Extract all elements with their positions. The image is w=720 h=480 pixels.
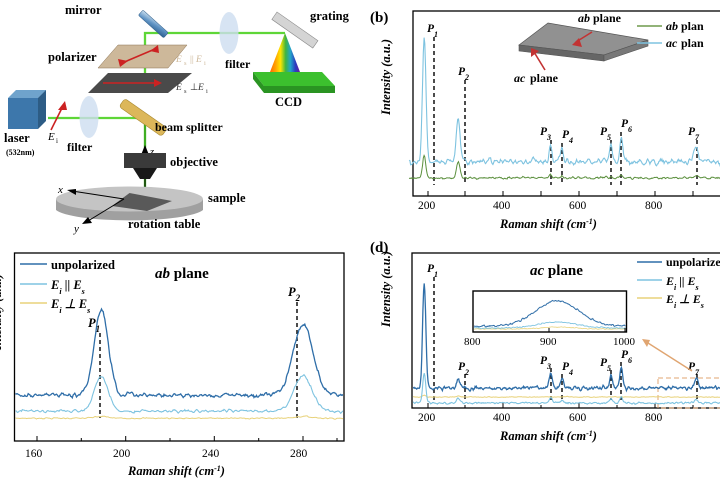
svg-text:y: y <box>73 223 79 235</box>
svg-text:s: s <box>184 88 187 95</box>
svg-text:Ei || Es: Ei || Es <box>50 278 85 296</box>
svg-text:(b): (b) <box>370 10 388 26</box>
svg-text:E: E <box>47 131 55 143</box>
svg-text:P2: P2 <box>458 361 469 377</box>
svg-text:P5: P5 <box>600 357 611 373</box>
svg-text:P4: P4 <box>562 361 573 377</box>
svg-text:i: i <box>206 88 208 95</box>
svg-text:ab: ab <box>578 11 590 25</box>
svg-text:400: 400 <box>493 412 511 424</box>
svg-text:Raman shift (cm-1): Raman shift (cm-1) <box>127 464 225 479</box>
svg-text:Ei ⊥ Es: Ei ⊥ Es <box>50 297 90 315</box>
svg-text:280: 280 <box>290 448 308 460</box>
svg-text:P6: P6 <box>621 349 632 365</box>
svg-text:ab: ab <box>666 19 678 33</box>
svg-text:rotation table: rotation table <box>128 217 201 231</box>
svg-text:200: 200 <box>418 200 436 212</box>
svg-text:P3: P3 <box>540 355 551 371</box>
svg-text:600: 600 <box>569 412 587 424</box>
svg-text:unpolarize: unpolarize <box>666 255 720 269</box>
svg-text:Intensity (a.u.): Intensity (a.u.) <box>379 39 393 116</box>
svg-text:P7: P7 <box>688 126 700 142</box>
svg-text:ac: ac <box>514 71 526 85</box>
svg-text:ac plane: ac plane <box>530 263 583 279</box>
svg-text:grating: grating <box>310 9 350 23</box>
svg-text:Raman shift (cm-1): Raman shift (cm-1) <box>499 217 597 232</box>
svg-text:P1: P1 <box>427 23 438 39</box>
svg-text:800: 800 <box>464 336 481 348</box>
svg-text:plane: plane <box>530 71 559 85</box>
svg-text:s: s <box>184 60 187 67</box>
svg-text:i: i <box>56 137 58 145</box>
svg-text:E: E <box>197 83 204 93</box>
svg-text:filter: filter <box>225 57 251 71</box>
svg-text:P7: P7 <box>688 361 700 377</box>
svg-text:plan: plan <box>681 19 704 33</box>
svg-text:P6: P6 <box>621 118 632 134</box>
svg-text:x: x <box>57 184 63 196</box>
svg-text:beam splitter: beam splitter <box>155 120 223 134</box>
svg-text:240: 240 <box>202 448 220 460</box>
svg-text:200: 200 <box>113 448 131 460</box>
svg-text:E: E <box>175 55 182 65</box>
svg-text:plan: plan <box>681 36 704 50</box>
svg-text:400: 400 <box>493 200 511 212</box>
svg-text:Intensity (a.u.): Intensity (a.u.) <box>379 251 393 328</box>
svg-text:unpolarized: unpolarized <box>51 258 115 272</box>
svg-text:Intensity (a.u.): Intensity (a.u.) <box>0 274 4 351</box>
svg-text:160: 160 <box>25 448 43 460</box>
svg-text:900: 900 <box>540 336 557 348</box>
svg-text:sample: sample <box>208 191 246 205</box>
svg-text:P4: P4 <box>562 129 573 145</box>
svg-text:P2: P2 <box>458 66 469 82</box>
svg-text:P2: P2 <box>288 285 301 303</box>
svg-text:i: i <box>204 60 206 67</box>
svg-text:800: 800 <box>645 200 663 212</box>
svg-text:E: E <box>195 55 202 65</box>
svg-text:200: 200 <box>418 412 436 424</box>
svg-text:laser: laser <box>4 131 30 145</box>
svg-text:1000: 1000 <box>613 336 636 348</box>
svg-text:P5: P5 <box>600 126 611 142</box>
svg-text:Ei ⊥ Es: Ei ⊥ Es <box>665 292 704 310</box>
svg-text:filter: filter <box>67 140 93 154</box>
svg-text:objective: objective <box>170 155 218 169</box>
svg-text:P1: P1 <box>427 263 438 279</box>
svg-text:P3: P3 <box>540 126 551 142</box>
svg-text:(532nm): (532nm) <box>6 148 35 157</box>
svg-text:polarizer: polarizer <box>48 50 97 64</box>
svg-text:ac: ac <box>666 36 678 50</box>
svg-text:E: E <box>175 83 182 93</box>
svg-text:ab plane: ab plane <box>155 266 209 282</box>
svg-text:800: 800 <box>645 412 663 424</box>
svg-text:mirror: mirror <box>65 3 102 17</box>
svg-text:plane: plane <box>593 11 622 25</box>
svg-text:CCD: CCD <box>275 95 302 109</box>
svg-text:Ei || Es: Ei || Es <box>665 274 699 292</box>
svg-text:||: || <box>190 55 194 65</box>
svg-text:600: 600 <box>569 200 587 212</box>
svg-text:Raman shift (cm-1): Raman shift (cm-1) <box>499 429 597 444</box>
